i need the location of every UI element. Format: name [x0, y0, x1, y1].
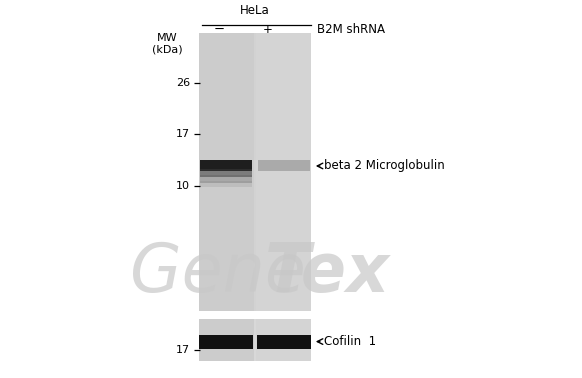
- Bar: [199, 33, 254, 361]
- Text: 17: 17: [176, 345, 190, 355]
- Bar: [200, 161, 253, 172]
- Text: MW
(kDa): MW (kDa): [152, 33, 182, 55]
- Text: Cofilin  1: Cofilin 1: [324, 335, 377, 348]
- Text: Tex: Tex: [265, 240, 390, 306]
- Bar: [199, 317, 311, 361]
- Bar: [200, 175, 253, 183]
- Text: 10: 10: [176, 181, 190, 191]
- Bar: [257, 335, 311, 349]
- Bar: [200, 169, 253, 177]
- Text: B2M shRNA: B2M shRNA: [317, 23, 385, 36]
- Bar: [199, 311, 311, 319]
- Text: 17: 17: [176, 130, 190, 139]
- Text: Gene: Gene: [130, 240, 306, 306]
- Text: HeLa: HeLa: [240, 5, 269, 17]
- Bar: [258, 161, 310, 172]
- Text: −: −: [214, 23, 225, 36]
- Bar: [257, 33, 311, 361]
- Bar: [200, 181, 253, 187]
- Text: +: +: [263, 23, 273, 36]
- Bar: [199, 317, 254, 361]
- Bar: [199, 33, 311, 361]
- Text: beta 2 Microglobulin: beta 2 Microglobulin: [324, 160, 445, 172]
- Text: 26: 26: [176, 78, 190, 88]
- Bar: [257, 317, 311, 361]
- Bar: [200, 335, 253, 349]
